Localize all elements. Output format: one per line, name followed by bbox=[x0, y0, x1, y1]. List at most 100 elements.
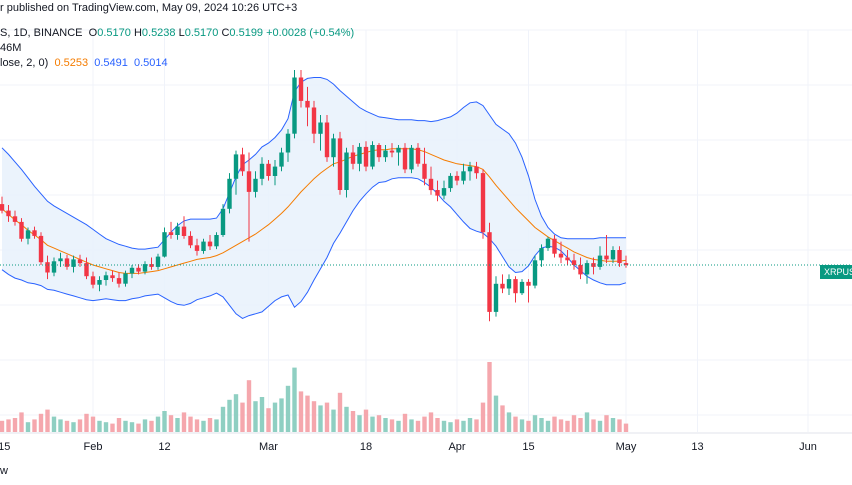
volume-bar bbox=[285, 385, 291, 432]
volume-bar bbox=[25, 422, 31, 432]
candle-body bbox=[259, 163, 265, 179]
bollinger-upper-line bbox=[1, 77, 626, 250]
candle-body bbox=[467, 166, 473, 172]
candle-body bbox=[331, 138, 336, 158]
volume-bar bbox=[253, 401, 258, 432]
candle-body bbox=[51, 261, 57, 273]
time-axis-tick-label: 15 bbox=[0, 441, 10, 453]
volume-bar bbox=[51, 416, 57, 432]
candle-body bbox=[454, 175, 460, 181]
candle-body bbox=[181, 226, 187, 236]
volume-bar bbox=[344, 406, 349, 432]
candle-body bbox=[370, 145, 375, 167]
candle-body bbox=[266, 163, 271, 176]
candle-body bbox=[311, 107, 317, 134]
volume-bar bbox=[389, 419, 395, 432]
volume-bar bbox=[415, 420, 421, 432]
volume-bar bbox=[461, 420, 466, 432]
candle-body bbox=[149, 264, 154, 267]
time-axis-tick-label: Apr bbox=[448, 441, 465, 453]
candle-body bbox=[58, 258, 63, 262]
volume-bar bbox=[337, 392, 343, 432]
volume-bar bbox=[441, 420, 447, 432]
volume-bar bbox=[480, 402, 486, 432]
volume-bar bbox=[279, 398, 284, 432]
ohlc-legend: S, 1D, BINANCE O0.5170 H0.5238 L0.5170 C… bbox=[0, 27, 354, 39]
volume-bar bbox=[90, 416, 96, 432]
volume-bar bbox=[448, 422, 453, 432]
candle-body bbox=[240, 154, 245, 172]
volume-bar bbox=[175, 418, 180, 432]
time-axis-tick-label: May bbox=[616, 441, 637, 453]
candle-body bbox=[363, 146, 369, 167]
volume-bar bbox=[194, 419, 200, 432]
volume-bar bbox=[305, 395, 310, 432]
candle-body bbox=[610, 250, 616, 260]
candle-body bbox=[214, 235, 219, 247]
volume-bar bbox=[422, 416, 427, 432]
bottom-left-label: w bbox=[0, 465, 8, 477]
volume-bar bbox=[129, 422, 135, 432]
volume-bar bbox=[168, 415, 174, 432]
volume-bar bbox=[467, 418, 473, 432]
candle-body bbox=[233, 154, 239, 179]
volume-legend: 46M bbox=[0, 42, 22, 54]
candle-body bbox=[383, 150, 388, 158]
bollinger-basis-value: 0.5253 bbox=[54, 57, 89, 69]
volume-bar bbox=[246, 380, 252, 432]
candle-body bbox=[246, 171, 252, 192]
volume-bar bbox=[428, 412, 434, 432]
low-label: L bbox=[178, 27, 185, 39]
candle-body bbox=[428, 178, 434, 191]
volume-bar bbox=[474, 419, 479, 432]
high-label: H bbox=[133, 27, 142, 39]
volume-bar bbox=[162, 411, 167, 432]
candle-body bbox=[584, 263, 590, 275]
change-value: +0.0028 (+0.54%) bbox=[266, 27, 355, 39]
candle-body bbox=[617, 250, 622, 264]
bollinger-lower-value: 0.5014 bbox=[134, 57, 168, 69]
candle-body bbox=[441, 188, 447, 196]
candle-body bbox=[38, 235, 44, 263]
candle-body bbox=[422, 163, 427, 179]
volume-bar bbox=[259, 397, 265, 432]
volume-bar bbox=[149, 420, 154, 432]
candle-body bbox=[461, 171, 466, 181]
candle-body bbox=[604, 255, 609, 260]
candle-body bbox=[207, 241, 213, 247]
volume-bar bbox=[565, 420, 570, 432]
volume-bar bbox=[12, 418, 18, 432]
candle-body bbox=[175, 226, 180, 235]
candle-body bbox=[220, 208, 226, 235]
last-price-tag: XRPUSDT bbox=[820, 265, 852, 279]
candle-body bbox=[292, 77, 297, 134]
volume-bar bbox=[77, 419, 83, 432]
volume-bar bbox=[318, 405, 323, 432]
volume-bar bbox=[32, 419, 37, 432]
candle-body bbox=[552, 238, 557, 254]
candle-body bbox=[571, 260, 577, 265]
candle-body bbox=[526, 281, 531, 286]
volume-bar bbox=[110, 423, 115, 432]
candle-body bbox=[409, 147, 414, 170]
volume-bar bbox=[578, 418, 583, 432]
candle-body bbox=[480, 173, 486, 233]
volume-bar bbox=[487, 362, 492, 432]
candle-body bbox=[415, 147, 421, 164]
candle-body bbox=[12, 216, 18, 222]
candle-body bbox=[142, 264, 148, 272]
chart-grid bbox=[0, 29, 852, 432]
candle-body bbox=[357, 146, 362, 164]
volume-bar bbox=[402, 413, 408, 432]
candle-body bbox=[337, 138, 343, 190]
candle-body bbox=[110, 275, 115, 279]
candle-body bbox=[402, 147, 408, 170]
candle-body bbox=[350, 152, 356, 164]
candle-body bbox=[298, 77, 304, 101]
time-axis-tick-label: 12 bbox=[158, 441, 170, 453]
volume-bar bbox=[519, 419, 525, 432]
volume-bar bbox=[188, 416, 193, 432]
candle-body bbox=[168, 232, 174, 235]
volume-bar bbox=[526, 420, 531, 432]
